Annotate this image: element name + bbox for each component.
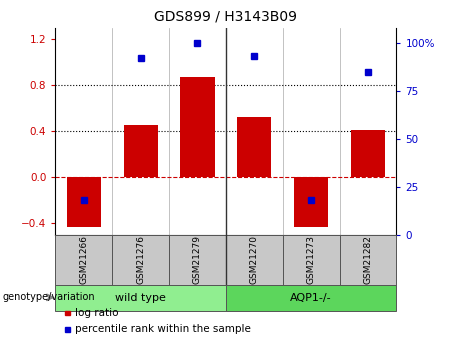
Bar <box>340 235 396 285</box>
Text: percentile rank within the sample: percentile rank within the sample <box>75 325 251 334</box>
Bar <box>237 117 272 177</box>
Bar <box>283 235 340 285</box>
Bar <box>112 235 169 285</box>
Bar <box>65 311 70 315</box>
Text: AQP1-/-: AQP1-/- <box>290 293 332 303</box>
Bar <box>65 327 70 332</box>
Bar <box>294 177 328 227</box>
Bar <box>180 77 214 177</box>
Text: genotype/variation: genotype/variation <box>2 293 95 302</box>
Bar <box>55 285 226 310</box>
Bar <box>226 235 283 285</box>
Text: GSM21273: GSM21273 <box>307 235 316 284</box>
Bar <box>67 177 101 227</box>
Text: GSM21276: GSM21276 <box>136 235 145 284</box>
Text: log ratio: log ratio <box>75 308 118 318</box>
Text: GSM21270: GSM21270 <box>250 235 259 284</box>
Bar <box>124 125 158 177</box>
Bar <box>351 130 385 177</box>
Title: GDS899 / H3143B09: GDS899 / H3143B09 <box>154 10 297 24</box>
Bar <box>169 235 226 285</box>
Bar <box>226 285 396 310</box>
Text: GSM21279: GSM21279 <box>193 235 202 284</box>
Bar <box>55 235 112 285</box>
Text: wild type: wild type <box>115 293 166 303</box>
Text: GSM21266: GSM21266 <box>79 235 88 284</box>
Text: GSM21282: GSM21282 <box>364 235 372 284</box>
